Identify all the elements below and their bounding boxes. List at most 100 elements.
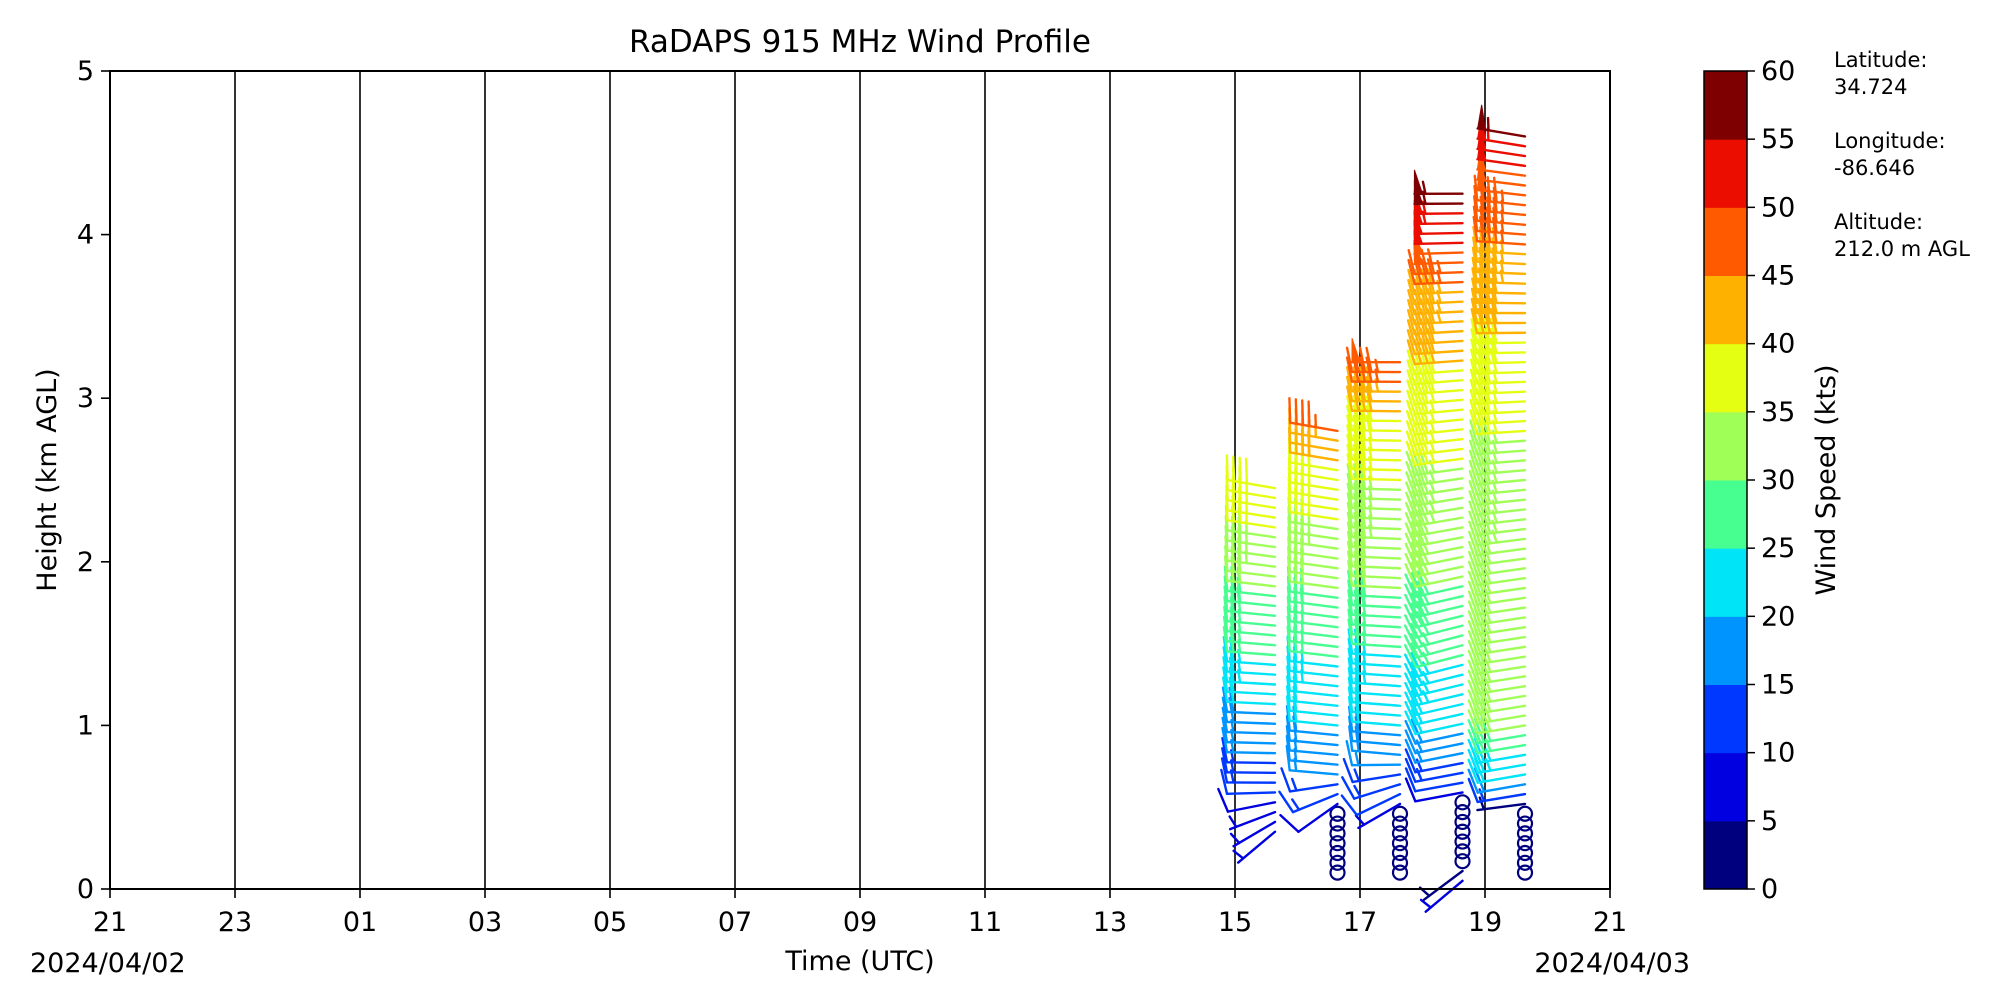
barb-full-feather [1405,491,1417,517]
barb-staff [1413,447,1464,457]
barb-staff [1357,802,1402,830]
barb-staff [1288,461,1339,472]
barb-full-feather [1467,729,1479,755]
barb-staff [1350,564,1402,570]
wind-barb [1454,843,1471,860]
barb-full-feather [1469,368,1479,395]
barb-staff [1350,613,1402,619]
barb-full-feather [1346,501,1354,529]
barb-staff [1476,704,1527,715]
barb-full-feather [1404,512,1417,538]
barb-full-feather [1467,560,1479,587]
barb-staff [1476,694,1527,705]
colorbar-label: Wind Speed (kts) [1811,364,1842,595]
barb-staff [1476,508,1527,516]
barb-staff [1226,478,1277,490]
barb-full-feather [1410,582,1424,607]
barb-staff [1226,488,1277,500]
wind-barb [1404,709,1464,736]
wind-barb [1279,802,1339,834]
barb-staff [1414,594,1464,609]
barb-full-feather [1404,501,1417,528]
barb-staff [1413,408,1464,416]
barb-staff [1414,634,1464,649]
barb-staff [1226,499,1277,510]
barb-half-feather [1229,832,1241,845]
barb-full-feather [1407,248,1416,276]
barb-half-feather [1353,784,1362,798]
barb-full-feather [1467,699,1479,725]
barb-full-feather [1346,414,1354,442]
calm-circle [1516,854,1534,871]
barb-staff [1413,349,1464,356]
barb-staff [1413,369,1464,376]
wind-barb [1516,805,1534,822]
barb-full-feather [1473,195,1479,222]
barb-staff [1476,724,1527,735]
barb-staff [1288,679,1339,688]
barb-full-feather [1221,706,1229,734]
barb-full-feather [1404,672,1418,697]
barb-full-feather [1347,666,1354,694]
barb-full-feather [1345,740,1354,767]
barb-full-feather [1410,622,1424,648]
barb-staff [1475,281,1527,285]
calm-circle [1329,844,1346,862]
barb-full-feather [1410,718,1424,744]
barb-staff [1413,477,1464,487]
barb-staff [1475,240,1527,246]
barb-staff [1288,630,1339,639]
barb-staff [1476,478,1527,486]
barb-full-feather [1301,399,1305,427]
calm-circle [1391,854,1409,871]
barb-staff [1225,700,1277,706]
calm-circle [1391,864,1409,881]
barb-staff [1350,516,1402,521]
calm-circle [1391,835,1409,852]
barb-full-feather [1346,453,1354,480]
barb-staff [1475,301,1527,305]
barb-full-feather [1467,590,1479,616]
wind-barb [1404,570,1464,599]
barb-full-feather [1405,440,1417,467]
barb-staff [1288,600,1339,609]
barb-staff [1350,574,1402,580]
colorbar-tick-label: 0 [1761,874,1778,905]
y-axis-ticks: 0 1 2 3 4 5 [77,56,110,905]
barb-staff [1288,481,1339,492]
barb-full-feather [1222,646,1229,673]
barb-staff [1225,761,1277,765]
barb-staff [1225,680,1277,686]
barb-staff [1289,421,1339,433]
barb-staff [1476,645,1527,656]
barb-staff [1475,250,1527,256]
wind-barb [1232,830,1277,864]
barb-staff [1288,491,1339,501]
barb-staff [1475,351,1527,355]
wind-barb [1454,813,1471,831]
barb-staff [1350,487,1402,492]
barb-staff [1475,260,1527,266]
barb-staff [1414,791,1464,803]
barb-full-feather [1472,205,1479,233]
barb-full-feather [1223,605,1229,633]
barb-full-feather [1280,767,1292,793]
calm-circle [1516,864,1534,881]
barb-full-feather [1467,689,1479,715]
y-tick-label: 3 [77,383,94,414]
barb-full-feather [1347,579,1354,607]
barb-full-feather [1469,358,1479,385]
barb-staff [1475,468,1527,476]
barb-full-feather [1222,615,1229,643]
barb-half-feather [1354,751,1360,767]
barb-full-feather [1406,379,1416,406]
barb-staff [1350,467,1402,472]
barb-full-feather [1347,560,1354,587]
colorbar-segment [1704,616,1747,685]
colorbar-tick-label: 15 [1761,670,1795,701]
barb-full-feather [1365,346,1373,374]
wind-barb [1476,104,1527,138]
barb-staff [1288,451,1339,462]
barb-full-feather [1410,571,1424,597]
x-tick-label: 19 [1468,907,1502,938]
